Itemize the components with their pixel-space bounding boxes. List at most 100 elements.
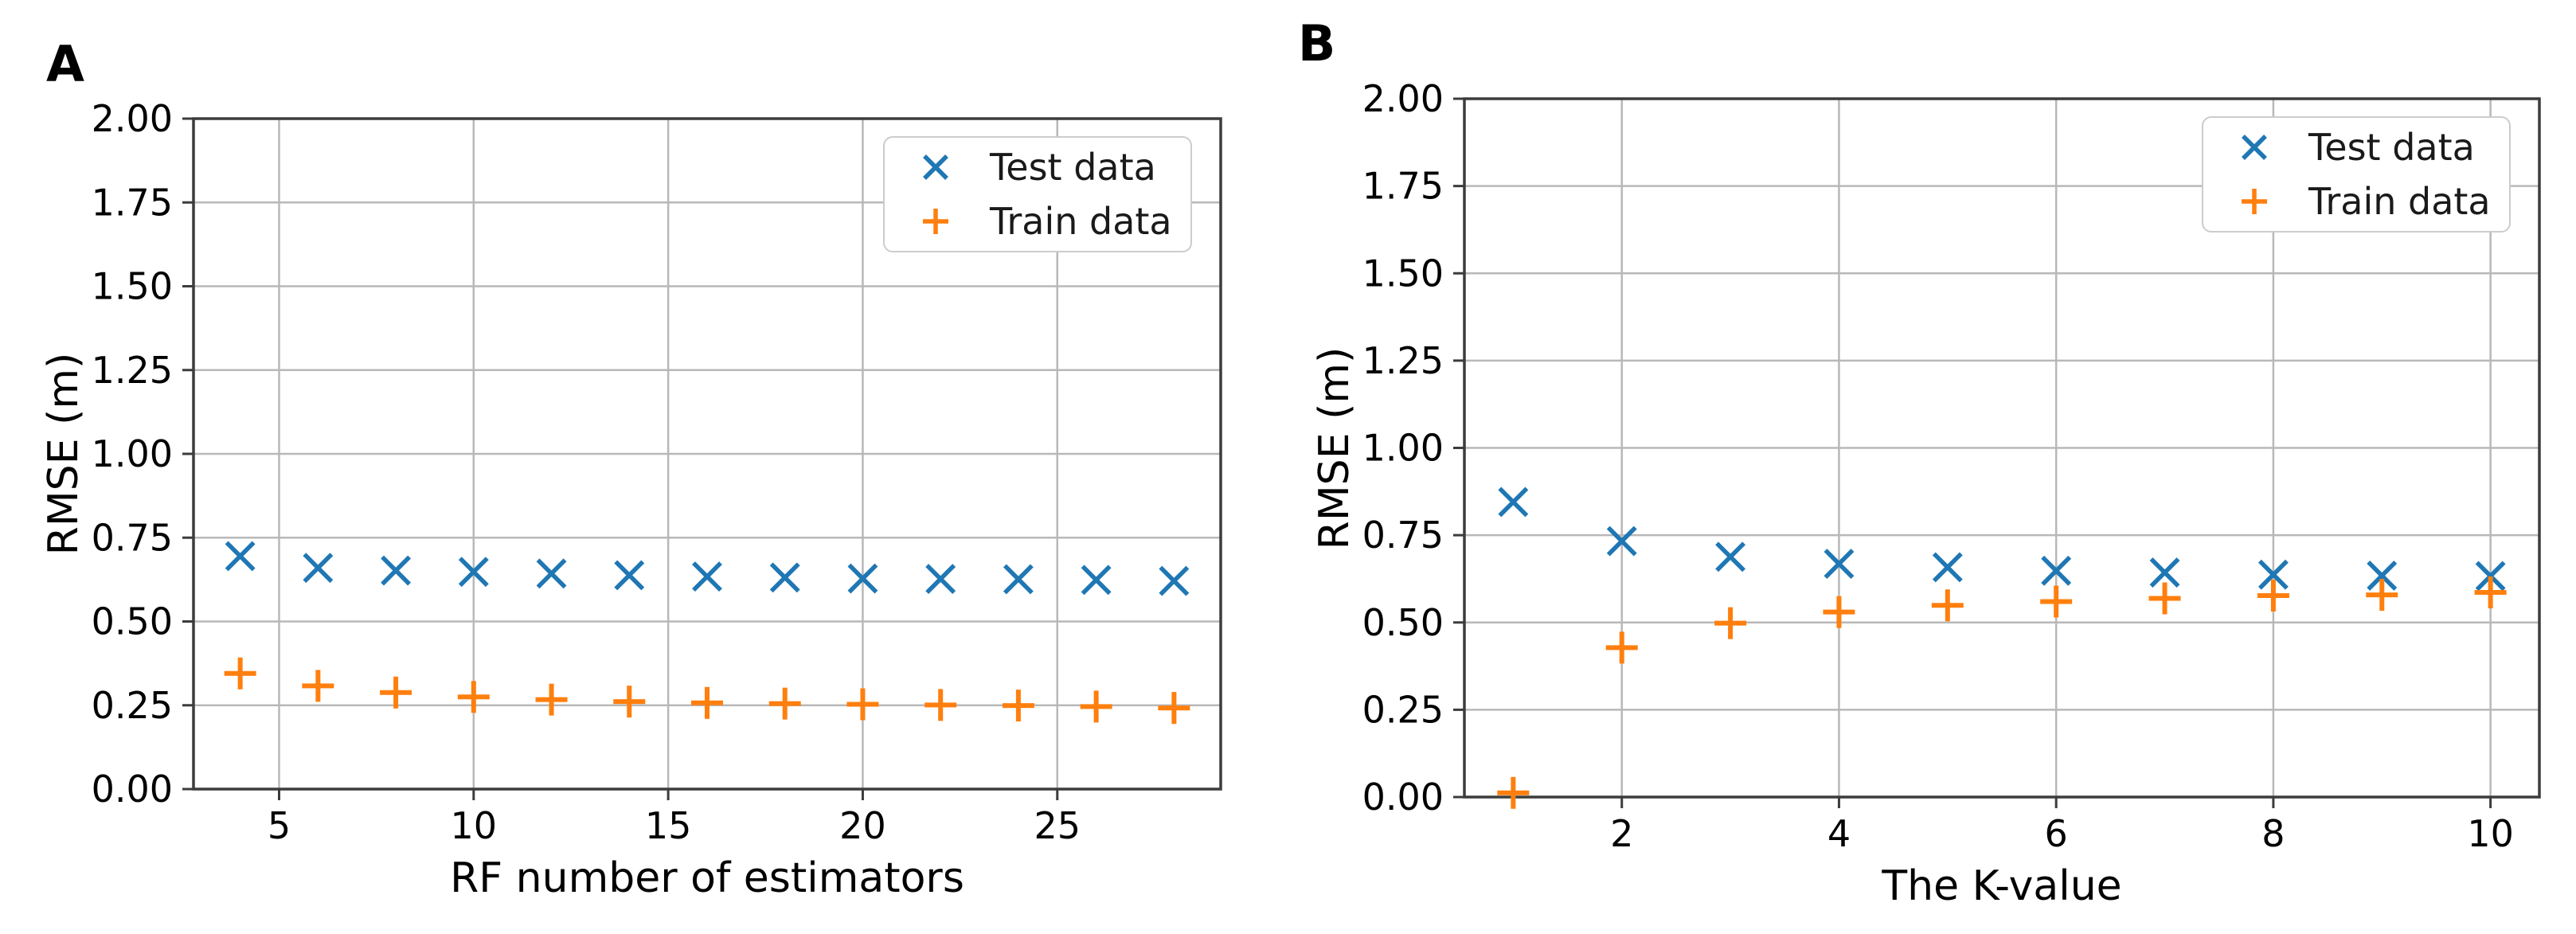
y-tick-label: 1.75 [92, 181, 173, 224]
x-tick-label: 8 [2261, 812, 2285, 855]
data-point-marker-test [2475, 561, 2506, 592]
y-tick-label: 1.25 [92, 349, 173, 392]
data-point-marker-test [458, 557, 489, 588]
legend-marker-path [2242, 189, 2267, 214]
x-marker-glyph [923, 154, 948, 180]
data-point-marker-test [303, 553, 334, 584]
x-tick-label: 10 [451, 804, 498, 847]
data-point-marker-test [925, 564, 956, 594]
legend-label: Train data [990, 200, 1172, 243]
data-point-marker-test [1606, 526, 1637, 557]
legend-item-train: Train data [918, 197, 1190, 246]
x-tick-label: 15 [645, 804, 692, 847]
legend-item-test: Test data [2237, 123, 2509, 172]
data-point-marker-train [691, 686, 723, 719]
legend-marker-path [2242, 135, 2267, 160]
data-point-marker-train [224, 657, 256, 690]
x-marker-icon [918, 150, 953, 185]
data-point-marker-train [924, 689, 957, 721]
data-point-marker-test [1932, 552, 1963, 583]
panel-label-a: A [46, 35, 84, 93]
plus-marker-glyph [2242, 189, 2267, 214]
y-tick-label: 0.75 [1362, 514, 1444, 557]
data-point-marker-train [1823, 596, 1855, 628]
data-point-marker-train [1931, 589, 1964, 622]
data-point-marker-train [2474, 576, 2507, 609]
data-point-marker-test [2149, 557, 2180, 588]
data-point-marker-train [1002, 690, 1034, 722]
data-point-marker-train [1497, 776, 1530, 809]
x-tick-label: 25 [1034, 804, 1081, 847]
data-point-marker-train [1605, 631, 1638, 664]
data-point-marker-test [1003, 564, 1034, 595]
x-marker-glyph [2242, 135, 2267, 160]
y-axis-label-b: RMSE (m) [1311, 346, 1358, 549]
legend-item-test: Test data [918, 143, 1190, 192]
data-point-marker-test [1081, 565, 1112, 596]
data-point-marker-test [381, 555, 412, 586]
data-point-marker-train [302, 670, 334, 702]
data-point-marker-test [769, 562, 800, 593]
data-point-marker-train [2148, 582, 2181, 615]
y-tick-label: 0.25 [1362, 688, 1444, 731]
x-tick-label: 5 [268, 804, 291, 847]
x-tick-label: 6 [2045, 812, 2068, 855]
y-tick-label: 1.50 [1362, 252, 1444, 295]
y-tick-label: 1.00 [92, 432, 173, 475]
data-point-marker-train [1714, 607, 1747, 639]
x-marker-icon [2237, 130, 2272, 165]
y-tick-label: 1.75 [1362, 165, 1444, 208]
y-tick-label: 0.00 [1362, 776, 1444, 819]
legend-label: Train data [2308, 180, 2491, 223]
x-tick-label: 20 [839, 804, 886, 847]
data-point-marker-test [2257, 559, 2289, 590]
data-point-marker-train [613, 686, 646, 718]
legend-a: Test data Train data [883, 136, 1192, 252]
x-tick-label: 10 [2467, 812, 2514, 855]
y-tick-label: 0.50 [92, 600, 173, 643]
y-tick-label: 1.00 [1362, 427, 1444, 470]
legend-marker-path [923, 154, 948, 180]
data-point-marker-train [380, 676, 412, 709]
data-point-marker-test [225, 541, 256, 572]
data-point-marker-train [2257, 579, 2289, 612]
data-point-marker-test [2041, 555, 2072, 586]
data-point-marker-train [1080, 690, 1112, 723]
data-point-marker-train [457, 681, 490, 713]
y-tick-label: 0.00 [92, 768, 173, 811]
data-point-marker-train [1158, 692, 1190, 725]
data-point-marker-train [846, 688, 879, 721]
y-tick-label: 1.25 [1362, 339, 1444, 382]
x-tick-label: 4 [1827, 812, 1851, 855]
x-axis-label-b: The K-value [1882, 862, 2122, 910]
legend-label: Test data [990, 146, 1156, 189]
data-point-marker-train [2366, 579, 2398, 612]
data-point-marker-test [536, 558, 567, 589]
y-tick-label: 0.25 [92, 684, 173, 727]
y-tick-label: 1.50 [92, 265, 173, 308]
legend-marker-path [923, 209, 948, 234]
data-point-marker-train [535, 683, 568, 716]
legend-b: Test data Train data [2202, 116, 2511, 233]
y-tick-label: 0.50 [1362, 601, 1444, 644]
y-tick-label: 0.75 [92, 516, 173, 559]
plus-marker-glyph [923, 209, 948, 234]
data-point-marker-test [1715, 541, 1746, 573]
x-axis-label-a: RF number of estimators [450, 854, 964, 902]
y-axis-label-a: RMSE (m) [40, 352, 88, 556]
x-tick-label: 2 [1610, 812, 1633, 855]
y-tick-label: 2.00 [92, 97, 173, 140]
data-point-marker-test [1159, 565, 1190, 596]
data-point-marker-test [692, 561, 722, 592]
plus-marker-icon [2237, 184, 2272, 219]
panel-label-b: B [1298, 14, 1336, 72]
legend-item-train: Train data [2237, 177, 2509, 226]
data-point-marker-test [1498, 487, 1529, 518]
data-point-marker-test [847, 563, 878, 594]
data-point-marker-test [614, 560, 645, 591]
data-point-marker-train [2040, 585, 2073, 618]
plus-marker-icon [918, 204, 953, 239]
data-point-marker-test [1824, 549, 1855, 580]
y-tick-label: 2.00 [1362, 77, 1444, 120]
